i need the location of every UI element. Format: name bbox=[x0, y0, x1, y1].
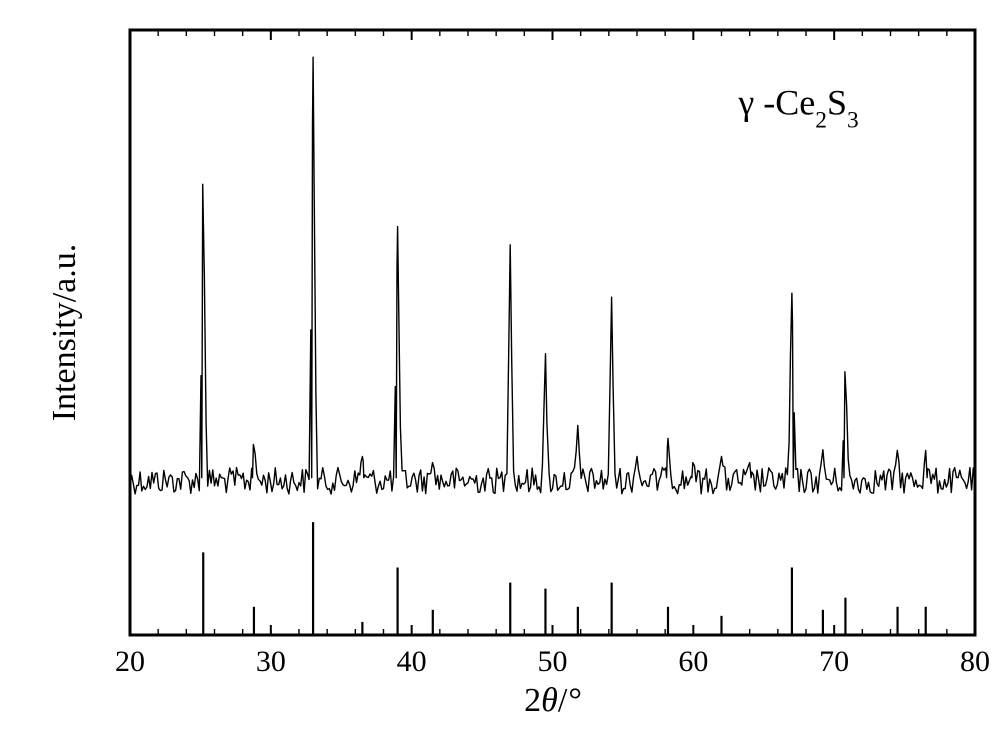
x-tick-label: 20 bbox=[115, 645, 145, 678]
x-tick-label: 50 bbox=[538, 645, 568, 678]
y-axis-label: Intensity/a.u. bbox=[46, 244, 83, 422]
xrd-chart: 203040506070802θ/°Intensity/a.u.γ -Ce2S3 bbox=[0, 0, 1000, 733]
x-tick-label: 70 bbox=[819, 645, 849, 678]
x-tick-label: 30 bbox=[256, 645, 286, 678]
x-tick-label: 60 bbox=[678, 645, 708, 678]
x-axis-label: 2θ/° bbox=[524, 682, 581, 719]
chart-svg: 203040506070802θ/°Intensity/a.u.γ -Ce2S3 bbox=[0, 0, 1000, 733]
x-tick-label: 80 bbox=[960, 645, 990, 678]
x-tick-label: 40 bbox=[397, 645, 427, 678]
